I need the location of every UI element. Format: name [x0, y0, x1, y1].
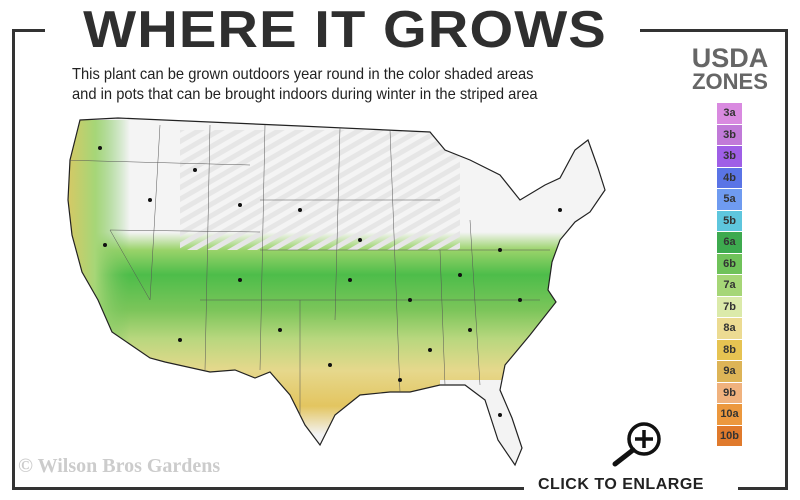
legend-zone-5b: 5b — [717, 210, 742, 231]
copyright: © Wilson Bros Gardens — [18, 455, 221, 477]
subtitle-line-2: and in pots that can be brought indoors … — [72, 86, 538, 103]
legend-zone-7b: 7b — [717, 296, 742, 317]
click-to-enlarge-link[interactable]: CLICK TO ENLARGE — [538, 476, 704, 493]
legend-zone-4b: 4b — [717, 167, 742, 188]
usda-zone-legend: 3a 3b 3b 4b 5a 5b 6a 6b 7a 7b 8a 8b 9a 9b 10a 10b — [717, 103, 742, 447]
legend-title: USDA ZONES — [691, 43, 769, 94]
legend-zone-10b: 10b — [717, 425, 742, 446]
frame-top-right — [640, 29, 788, 32]
legend-zone-8a: 8a — [717, 318, 742, 339]
frame-right — [785, 29, 788, 490]
legend-zone-3b: 3b — [717, 146, 742, 167]
legend-zone-9a: 9a — [717, 361, 742, 382]
legend-zone-6a: 6a — [717, 232, 742, 253]
magnifier-plus-icon[interactable] — [612, 422, 661, 467]
subtitle-line-1: This plant can be grown outdoors year ro… — [72, 66, 534, 83]
page-title: WHERE IT GROWS — [83, 1, 607, 59]
legend-zone-9b: 9b — [717, 382, 742, 403]
legend-zone-5a: 5a — [717, 189, 742, 210]
city-dots — [98, 146, 562, 417]
legend-zone-10a: 10a — [717, 404, 742, 425]
legend-zone-6b: 6b — [717, 253, 742, 274]
frame-bottom-right — [738, 487, 788, 490]
frame-left — [12, 29, 15, 490]
subtitle: This plant can be grown outdoors year ro… — [72, 65, 624, 105]
frame-bottom-left — [12, 487, 524, 490]
legend-zone-3b: 3b — [717, 124, 742, 145]
frame-top-left — [12, 29, 45, 32]
legend-zone-7a: 7a — [717, 275, 742, 296]
legend-zone-3a: 3a — [717, 103, 742, 124]
legend-zone-8b: 8b — [717, 339, 742, 360]
